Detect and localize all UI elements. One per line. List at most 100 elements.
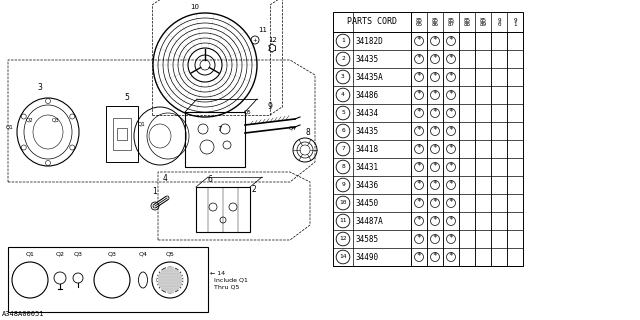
Text: *: * bbox=[449, 36, 453, 45]
Text: *: * bbox=[449, 108, 453, 117]
Text: *: * bbox=[417, 216, 421, 225]
Text: 34436: 34436 bbox=[356, 180, 379, 189]
Text: 9: 9 bbox=[341, 182, 345, 188]
Text: *: * bbox=[433, 36, 437, 45]
Text: *: * bbox=[417, 72, 421, 81]
Text: *: * bbox=[433, 216, 437, 225]
Text: *: * bbox=[433, 180, 437, 189]
Text: +: + bbox=[253, 37, 257, 43]
Text: 2: 2 bbox=[252, 185, 257, 194]
Text: 34486: 34486 bbox=[356, 91, 379, 100]
Text: 6: 6 bbox=[341, 129, 345, 133]
Text: Q1: Q1 bbox=[138, 122, 146, 126]
Text: 85: 85 bbox=[431, 18, 438, 22]
Text: *: * bbox=[449, 126, 453, 135]
Text: *: * bbox=[449, 54, 453, 63]
Text: 34431: 34431 bbox=[356, 163, 379, 172]
Text: *: * bbox=[417, 144, 421, 153]
Text: *: * bbox=[449, 144, 453, 153]
Text: *: * bbox=[417, 180, 421, 189]
Text: *: * bbox=[433, 54, 437, 63]
Text: *: * bbox=[433, 162, 437, 171]
Text: 34487A: 34487A bbox=[356, 217, 384, 226]
Text: 1: 1 bbox=[341, 38, 345, 44]
Text: *: * bbox=[417, 54, 421, 63]
Text: *: * bbox=[417, 252, 421, 261]
Text: *: * bbox=[449, 72, 453, 81]
Text: 9: 9 bbox=[513, 18, 516, 22]
Text: 34435A: 34435A bbox=[356, 73, 384, 82]
Text: 0: 0 bbox=[497, 22, 500, 28]
Text: ← 14
  Include Q1
  Thru Q5: ← 14 Include Q1 Thru Q5 bbox=[210, 271, 248, 289]
Text: 85: 85 bbox=[447, 18, 454, 22]
Text: Q1: Q1 bbox=[26, 252, 35, 257]
Text: 34435: 34435 bbox=[356, 126, 379, 135]
Text: 34490: 34490 bbox=[356, 252, 379, 261]
Text: 11: 11 bbox=[258, 27, 267, 33]
Text: 34435: 34435 bbox=[356, 54, 379, 63]
Text: 85: 85 bbox=[479, 18, 486, 22]
Circle shape bbox=[157, 267, 183, 293]
Text: Q4: Q4 bbox=[289, 126, 297, 131]
Text: 86: 86 bbox=[431, 22, 438, 28]
Text: 1: 1 bbox=[152, 187, 157, 196]
Text: 8: 8 bbox=[341, 164, 345, 170]
Bar bbox=[185, 112, 245, 167]
Text: *: * bbox=[433, 108, 437, 117]
Bar bbox=[8, 247, 208, 312]
Text: *: * bbox=[449, 90, 453, 99]
Text: Q4: Q4 bbox=[138, 252, 147, 257]
Text: *: * bbox=[417, 198, 421, 207]
Text: PARTS CORD: PARTS CORD bbox=[347, 18, 397, 27]
Bar bbox=[196, 187, 250, 232]
Text: Q5: Q5 bbox=[244, 109, 252, 114]
Text: 87: 87 bbox=[447, 22, 454, 28]
Text: Q2: Q2 bbox=[26, 117, 34, 123]
Bar bbox=[113, 118, 131, 150]
Text: Q2: Q2 bbox=[56, 252, 65, 257]
Text: 34182D: 34182D bbox=[356, 36, 384, 45]
Text: *: * bbox=[449, 198, 453, 207]
Text: *: * bbox=[417, 108, 421, 117]
Text: *: * bbox=[449, 252, 453, 261]
Text: *: * bbox=[449, 162, 453, 171]
Text: 12: 12 bbox=[339, 236, 347, 242]
Text: 5: 5 bbox=[125, 93, 129, 102]
Text: 34434: 34434 bbox=[356, 108, 379, 117]
Text: 2: 2 bbox=[341, 57, 345, 61]
Text: 34418: 34418 bbox=[356, 145, 379, 154]
Text: 05: 05 bbox=[415, 22, 422, 28]
Text: *: * bbox=[417, 162, 421, 171]
Text: 85: 85 bbox=[463, 18, 470, 22]
Bar bbox=[106, 106, 138, 162]
Text: 1: 1 bbox=[513, 22, 516, 28]
Text: 3: 3 bbox=[341, 75, 345, 79]
Text: 7: 7 bbox=[341, 147, 345, 151]
Text: *: * bbox=[449, 180, 453, 189]
Text: *: * bbox=[433, 252, 437, 261]
Text: *: * bbox=[417, 90, 421, 99]
Text: 11: 11 bbox=[339, 219, 347, 223]
Text: *: * bbox=[449, 234, 453, 243]
Text: 14: 14 bbox=[339, 254, 347, 260]
Text: 7: 7 bbox=[218, 126, 222, 132]
Text: *: * bbox=[417, 36, 421, 45]
Text: Q5: Q5 bbox=[166, 252, 175, 257]
Text: *: * bbox=[433, 72, 437, 81]
Text: Q1: Q1 bbox=[6, 124, 14, 130]
Text: *: * bbox=[433, 198, 437, 207]
Text: *: * bbox=[433, 144, 437, 153]
Text: 9: 9 bbox=[497, 18, 500, 22]
Text: 10: 10 bbox=[339, 201, 347, 205]
Text: Q3: Q3 bbox=[74, 252, 83, 257]
Text: 8: 8 bbox=[306, 128, 310, 137]
Text: 4: 4 bbox=[163, 174, 168, 183]
Text: 3: 3 bbox=[38, 83, 42, 92]
Text: 5: 5 bbox=[341, 110, 345, 116]
Text: 34450: 34450 bbox=[356, 198, 379, 207]
Text: 88: 88 bbox=[463, 22, 470, 28]
Text: *: * bbox=[417, 234, 421, 243]
Bar bbox=[117, 128, 127, 140]
Text: 89: 89 bbox=[479, 22, 486, 28]
Text: *: * bbox=[433, 126, 437, 135]
